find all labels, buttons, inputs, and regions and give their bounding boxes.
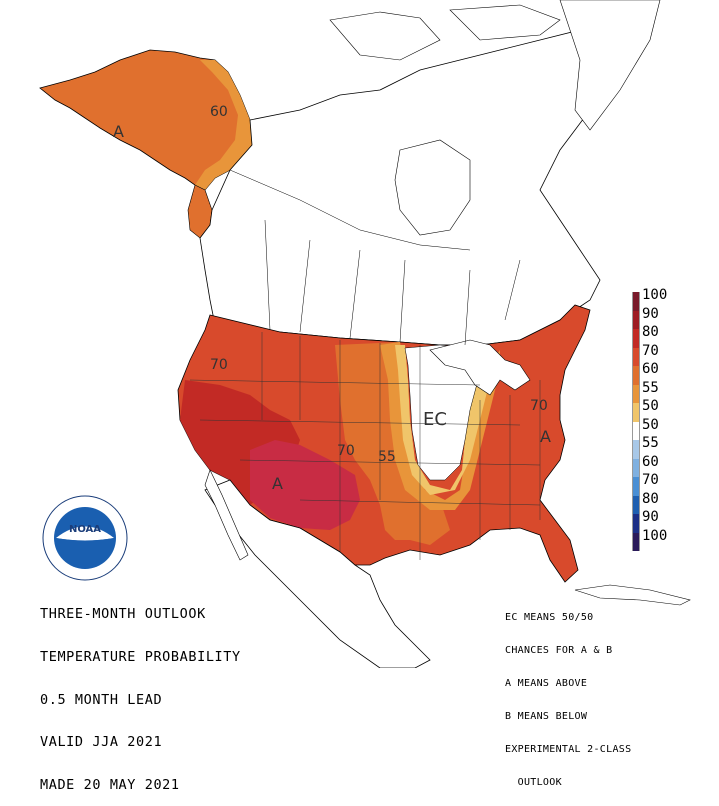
legend-swatch: [632, 440, 640, 459]
alaska-a-label: A: [113, 122, 124, 141]
note-line-1: EC MEANS 50/50: [505, 612, 594, 623]
legend-swatch: [632, 384, 640, 403]
legend-label: 90: [642, 509, 659, 525]
arctic-islands: [329, 4, 561, 61]
legend-swatch: [632, 477, 640, 496]
title-line-1: THREE-MONTH OUTLOOK: [40, 606, 206, 623]
province-lines: [229, 169, 521, 346]
alaska-60-label: 60: [210, 104, 228, 120]
noaa-logo: NOAA: [42, 495, 128, 581]
legend-swatch: [632, 532, 640, 551]
midwest-ec-label: EC: [423, 409, 447, 430]
east-70-label: 70: [530, 398, 548, 414]
legend-label: 80: [642, 324, 659, 340]
greenland: [559, 0, 661, 131]
legend-swatch: [632, 421, 640, 440]
plains-70-label: 70: [337, 443, 355, 459]
legend-label: 50: [642, 398, 659, 414]
note-line-5: EXPERIMENTAL 2-CLASS: [505, 744, 632, 755]
legend-swatch: [632, 458, 640, 477]
title-line-4: VALID JJA 2021: [40, 734, 163, 751]
plains-55-label: 55: [378, 449, 396, 465]
legend-swatch: [632, 310, 640, 329]
legend-label: 70: [642, 472, 659, 488]
legend-label: 55: [642, 435, 659, 451]
note-line-4: B MEANS BELOW: [505, 711, 588, 722]
notes-block: EC MEANS 50/50 CHANCES FOR A & B A MEANS…: [505, 590, 631, 799]
legend-swatch: [632, 514, 640, 533]
legend-swatch: [632, 366, 640, 385]
state-lines: [189, 332, 541, 560]
legend-label: 60: [642, 453, 659, 470]
title-line-3: 0.5 MONTH LEAD: [40, 691, 163, 708]
legend-swatch: [632, 329, 640, 348]
outlook-map: 60 A 70 A 70 55 EC 70 A: [39, 0, 691, 668]
southwest-region-90: [250, 440, 360, 530]
legend-label: 60: [642, 361, 659, 377]
legend-swatch: [632, 292, 640, 311]
cuba: [574, 584, 691, 606]
southwest-a-label: A: [272, 474, 283, 493]
outlook-title-block: THREE-MONTH OUTLOOK TEMPERATURE PROBABIL…: [40, 579, 241, 806]
midwest-region-50: [395, 345, 495, 495]
plains-region-55: [380, 342, 500, 510]
west-70-label: 70: [210, 357, 228, 373]
legend-label: 55: [642, 379, 659, 396]
legend-label: 100: [642, 527, 668, 544]
legend-label: 70: [642, 342, 659, 359]
note-line-6: OUTLOOK: [505, 777, 562, 788]
east-a-label: A: [540, 427, 551, 446]
note-line-3: A MEANS ABOVE: [505, 678, 588, 689]
legend-swatch: [632, 403, 640, 422]
baja: [204, 469, 249, 561]
noaa-logo-text: NOAA: [69, 524, 101, 535]
great-lakes: [429, 339, 531, 396]
legend-label: 100: [642, 287, 668, 303]
title-line-5: MADE 20 MAY 2021: [40, 776, 180, 793]
alaska-region-55: [195, 60, 252, 200]
note-line-2: CHANCES FOR A & B: [505, 645, 613, 656]
legend-label: 80: [642, 490, 659, 507]
mexico-land: [204, 479, 431, 668]
legend-swatch: [632, 495, 640, 514]
legend-swatch: [632, 347, 640, 366]
map-label-group: 60 A 70 A 70 55 EC 70 A: [113, 104, 551, 493]
title-line-2: TEMPERATURE PROBABILITY: [40, 649, 241, 666]
hudson-bay: [394, 139, 471, 236]
legend-label: 90: [642, 305, 659, 322]
probability-legend: 100 90 80 70 60 55 50 50 55 60 70 80 90 100: [632, 288, 712, 556]
legend-label: 50: [642, 416, 659, 433]
